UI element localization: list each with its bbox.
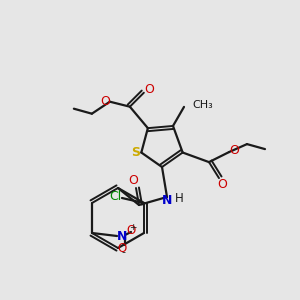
Text: O: O — [128, 175, 138, 188]
Text: S: S — [131, 146, 140, 159]
Text: +: + — [129, 224, 137, 232]
Text: CH₃: CH₃ — [192, 100, 213, 110]
Text: O: O — [100, 95, 110, 108]
Text: O: O — [229, 144, 239, 157]
Text: H: H — [175, 193, 183, 206]
Text: O: O — [117, 242, 127, 254]
Text: O: O — [126, 224, 136, 238]
Text: N: N — [117, 230, 127, 242]
Text: Cl: Cl — [109, 190, 121, 203]
Text: O: O — [144, 83, 154, 96]
Text: N: N — [162, 194, 172, 208]
Text: O: O — [217, 178, 227, 190]
Text: -: - — [121, 247, 125, 257]
